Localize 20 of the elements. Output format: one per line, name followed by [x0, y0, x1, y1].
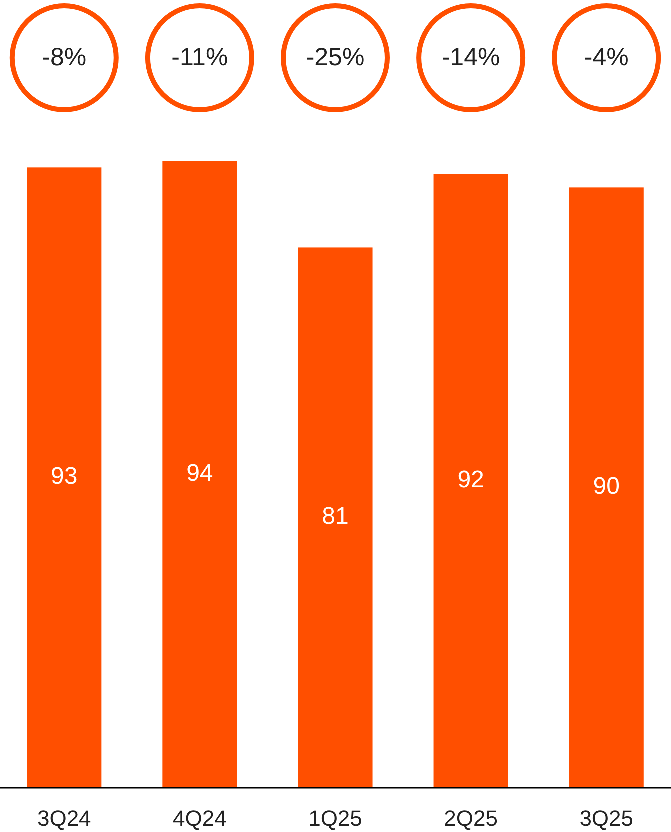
data-label: 94: [186, 460, 214, 487]
bar: [434, 174, 508, 788]
data-label: 92: [458, 466, 484, 494]
text: -4%: [584, 44, 629, 72]
data-label: 93: [51, 463, 78, 490]
x-tick-label: 4Q24: [173, 806, 227, 831]
bar: [298, 248, 373, 788]
bar: [569, 188, 644, 788]
text: -14%: [442, 44, 500, 72]
bar: [27, 168, 102, 788]
x-tick-label: 1Q25: [308, 806, 362, 831]
data-label: 90: [593, 473, 620, 500]
text: -8%: [42, 44, 87, 72]
x-tick-label: 2Q25: [444, 806, 498, 831]
bar: [162, 161, 238, 788]
text: -25%: [306, 44, 365, 72]
text: -11%: [172, 44, 228, 72]
x-tick-label: 3Q24: [37, 806, 92, 831]
x-tick-label: 3Q25: [580, 806, 634, 831]
data-label: 81: [322, 503, 349, 530]
